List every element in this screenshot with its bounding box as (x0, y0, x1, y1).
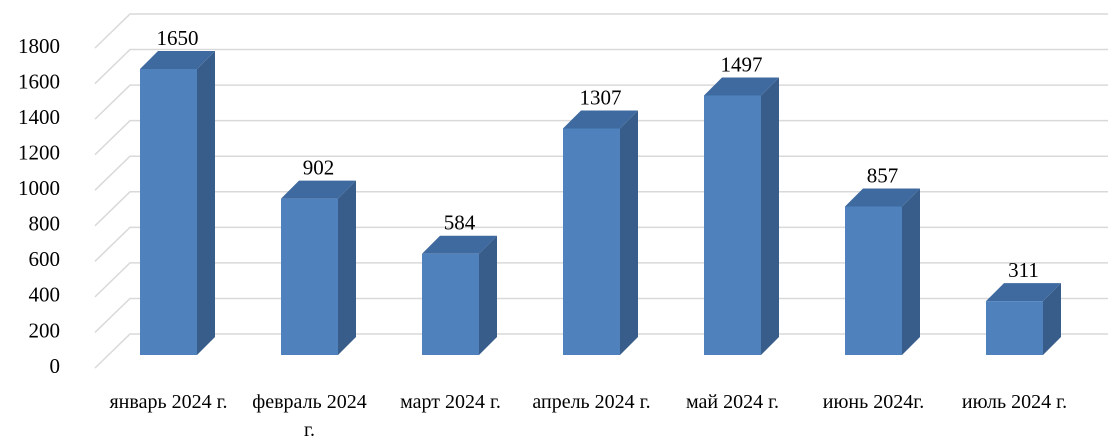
value-label: 902 (303, 155, 335, 179)
value-label: 1307 (580, 85, 622, 109)
y-tick-label: 200 (29, 318, 61, 342)
bar-front (704, 95, 761, 356)
bar (140, 51, 215, 355)
bar-front (845, 206, 902, 355)
bar-side (197, 51, 215, 355)
value-label: 311 (1008, 258, 1039, 282)
bar (704, 77, 779, 356)
bar-top (281, 180, 356, 199)
bar-side (1043, 283, 1061, 355)
x-tick-label: март 2024 г. (400, 391, 501, 413)
bar-side (620, 110, 638, 355)
x-tick-label: февраль 2024 г. (252, 391, 367, 438)
grid-line (94, 262, 1108, 298)
x-tick-label: апрель 2024 г. (532, 391, 651, 413)
bar-side (902, 188, 920, 355)
y-tick-label: 800 (29, 212, 61, 236)
bar-top (422, 235, 497, 254)
grid-line (94, 155, 1108, 191)
grid-line (94, 119, 1108, 156)
bar-top (845, 188, 920, 207)
x-tick-label: январь 2024 г. (109, 391, 228, 413)
y-tick-label: 1400 (18, 105, 60, 129)
bar-top (140, 51, 215, 69)
bar-front (140, 69, 197, 355)
grid-line (94, 297, 1108, 333)
y-tick-label: 400 (29, 283, 61, 307)
y-tick-label: 1000 (18, 176, 60, 200)
bar (845, 188, 920, 355)
value-label: 857 (867, 163, 899, 187)
bar-front (422, 253, 479, 355)
bar-front (563, 128, 620, 355)
bar-side (338, 180, 356, 355)
bar-front (986, 301, 1043, 355)
bar-top (704, 77, 779, 96)
bar-side (479, 235, 497, 355)
bar-top (986, 283, 1061, 302)
bar (422, 235, 497, 355)
x-tick-label: май 2024 г. (685, 391, 780, 413)
grid-line (94, 48, 1108, 85)
bar (563, 110, 638, 355)
grid-line (94, 226, 1108, 262)
y-tick-label: 600 (29, 247, 61, 271)
bar-front (281, 198, 338, 355)
grid-line (94, 333, 1108, 369)
y-tick-label: 1200 (18, 140, 60, 164)
bar-side (761, 77, 779, 356)
y-tick-label: 0 (50, 354, 61, 378)
grid-line (94, 84, 1108, 120)
x-tick-label: июнь 2024г. (822, 391, 925, 413)
x-tick-label: июль 2024 г. (961, 391, 1068, 413)
value-label: 1497 (721, 52, 763, 76)
value-label: 1650 (157, 26, 199, 50)
y-tick-label: 1600 (18, 69, 60, 93)
bar (281, 180, 356, 355)
grid-line (94, 191, 1108, 227)
grid-line (94, 13, 1108, 49)
value-label: 584 (444, 211, 476, 235)
y-tick-label: 1800 (18, 34, 60, 58)
bar (986, 283, 1061, 355)
bar-top (563, 110, 638, 129)
